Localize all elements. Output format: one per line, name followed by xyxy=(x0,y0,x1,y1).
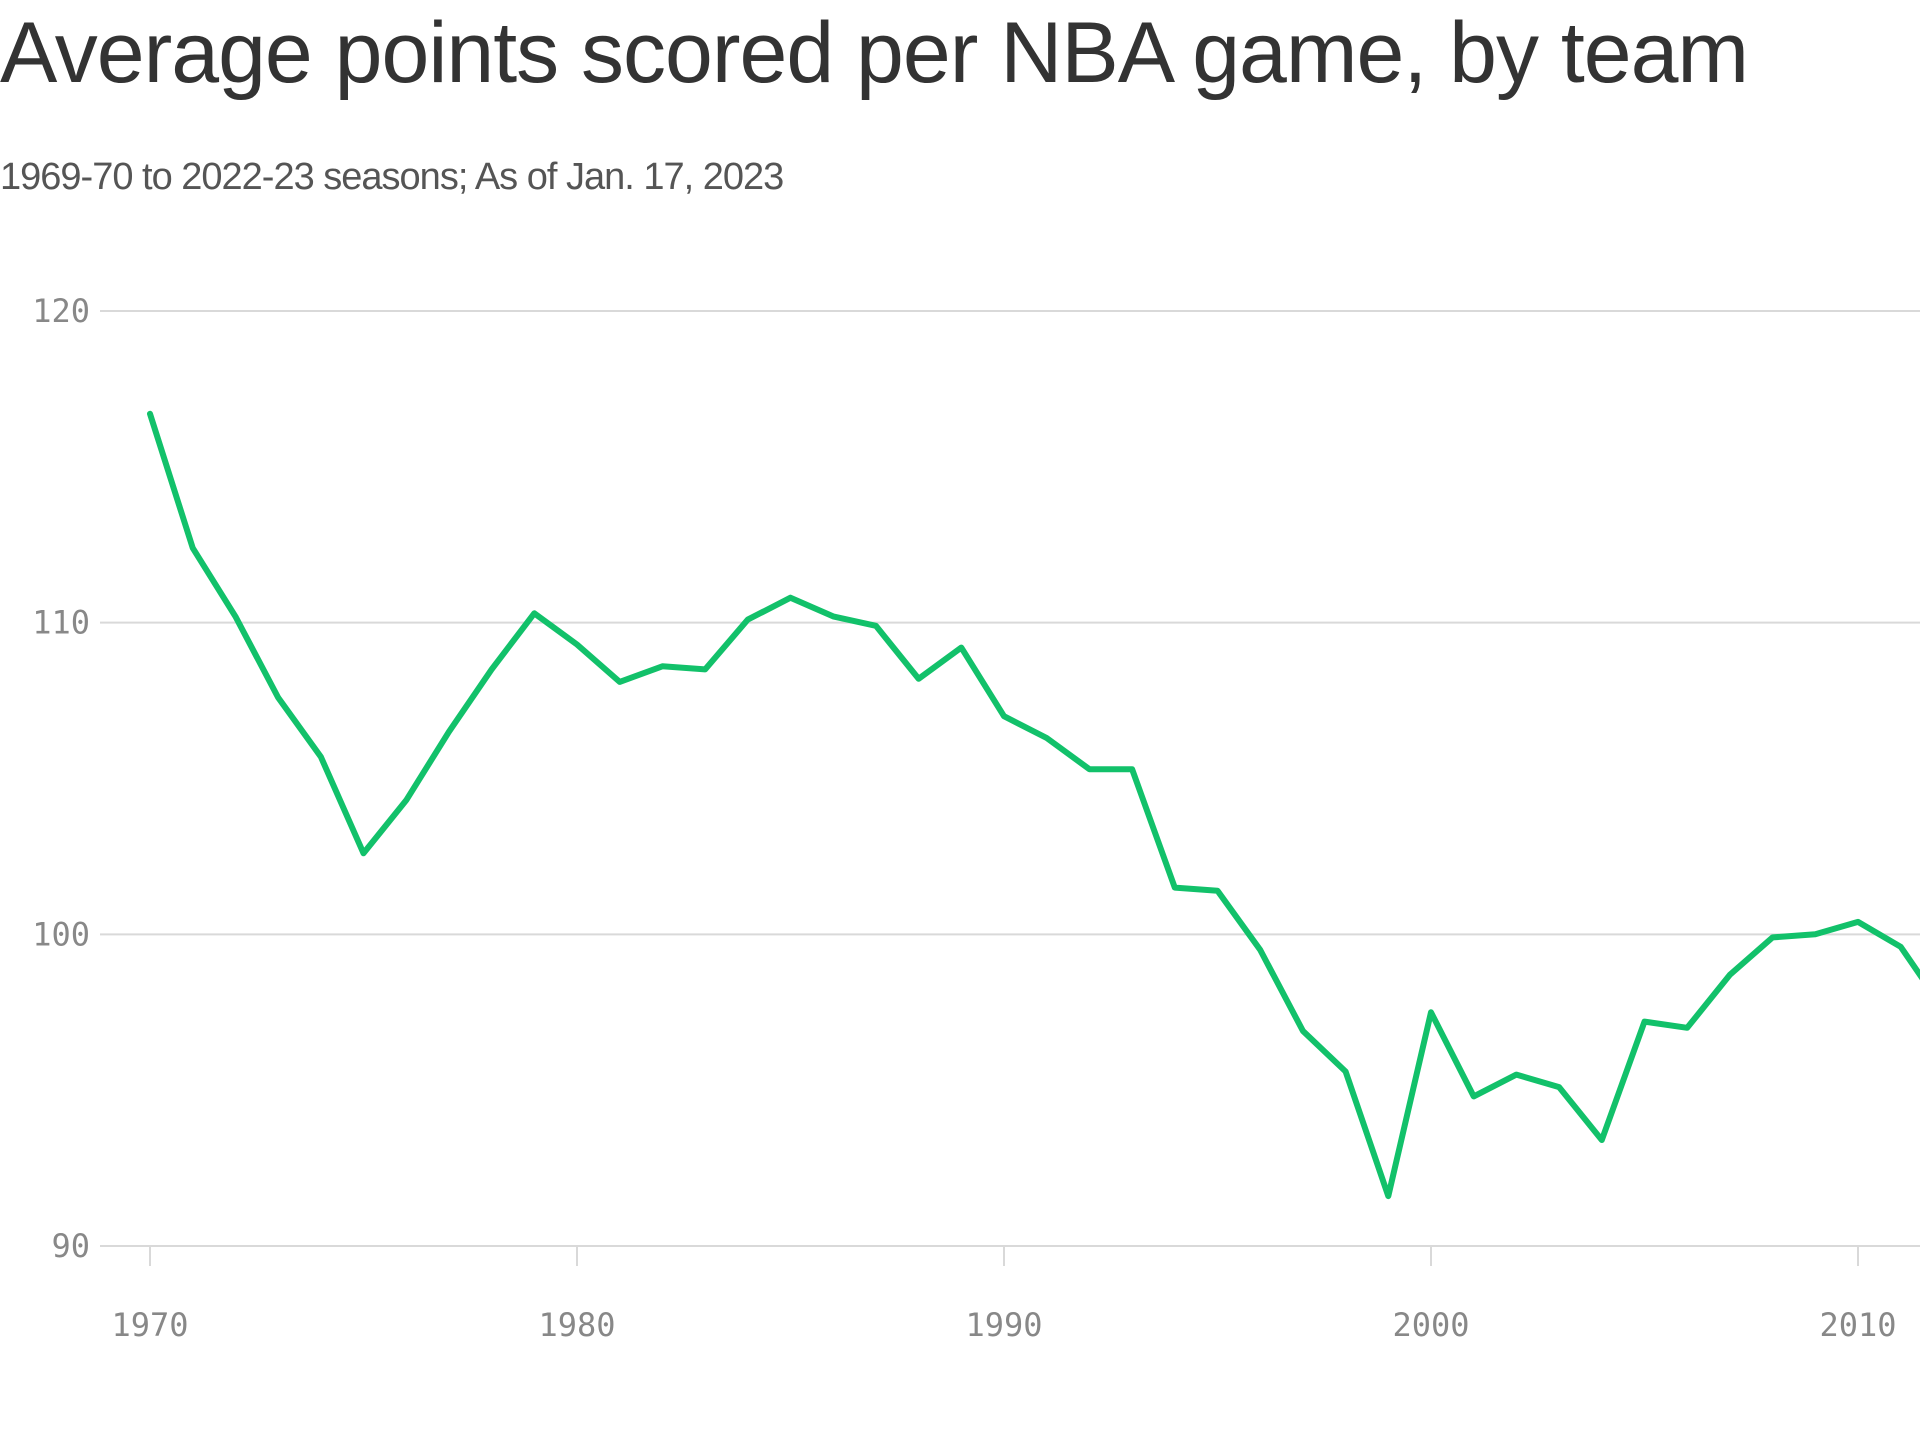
x-tick-label: 2010 xyxy=(1819,1306,1896,1344)
x-tick-label: 1990 xyxy=(965,1306,1042,1344)
chart-title: Average points scored per NBA game, by t… xyxy=(0,5,1749,101)
series-line xyxy=(147,410,1920,1200)
y-axis-tick-labels: 90 100 110 120 xyxy=(32,292,90,1265)
series-layer xyxy=(147,410,1920,1200)
x-tick-label: 1980 xyxy=(538,1306,615,1344)
chart-subtitle: 1969-70 to 2022-23 seasons; As of Jan. 1… xyxy=(0,156,784,198)
x-tick-label: 2000 xyxy=(1392,1306,1469,1344)
x-tick-label: 1970 xyxy=(111,1306,188,1344)
y-tick-label: 100 xyxy=(32,915,90,953)
y-tick-label: 110 xyxy=(32,604,90,642)
gridlines xyxy=(100,310,1920,1247)
y-tick-label: 120 xyxy=(32,292,90,330)
y-tick-label: 90 xyxy=(51,1227,90,1265)
x-axis-ticks: 1970 1980 1990 2000 2010 xyxy=(111,1246,1897,1344)
